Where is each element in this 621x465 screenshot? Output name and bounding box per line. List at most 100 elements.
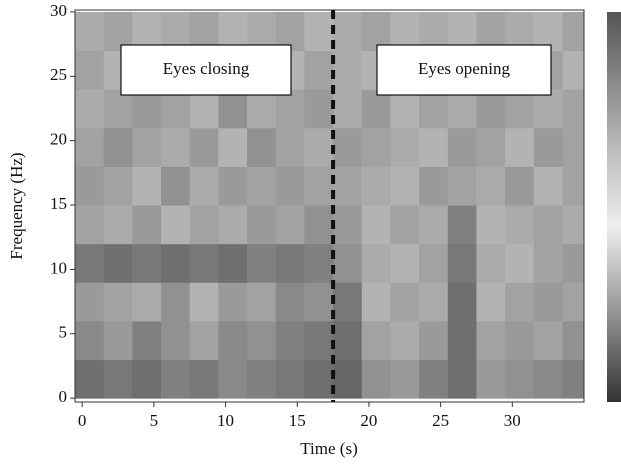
heatmap-cell: [103, 320, 133, 361]
heatmap-cell: [304, 205, 334, 245]
heatmap-cell: [419, 282, 449, 322]
heatmap-cell: [103, 243, 133, 283]
heatmap-cell: [361, 282, 391, 322]
heatmap-cell: [361, 359, 391, 399]
heatmap-cell: [218, 359, 248, 399]
heatmap-cell: [533, 282, 563, 322]
heatmap-cell: [132, 282, 162, 322]
heatmap-cell: [189, 166, 219, 206]
heatmap-cell: [189, 282, 219, 322]
heatmap-cell: [304, 50, 334, 90]
x-tick-label: 20: [360, 411, 377, 430]
heatmap-cell: [361, 243, 391, 283]
heatmap-cell: [361, 89, 391, 129]
heatmap-cell: [447, 166, 477, 206]
annotation: Eyes opening: [418, 59, 511, 78]
heatmap-cell: [247, 89, 277, 129]
heatmap-cell: [75, 89, 105, 129]
heatmap-cell: [447, 89, 477, 129]
heatmap-cell: [304, 11, 334, 52]
heatmap-cell: [390, 282, 420, 322]
heatmap-cell: [476, 320, 506, 361]
heatmap-cell: [333, 320, 363, 361]
heatmap-cell: [476, 166, 506, 206]
heatmap-cell: [562, 127, 584, 167]
heatmap-cell: [161, 166, 191, 206]
heatmap-cell: [247, 127, 277, 167]
heatmap-cell: [304, 359, 334, 399]
heatmap-cell: [476, 359, 506, 399]
y-axis-label: Frequency (Hz): [7, 152, 26, 259]
heatmap-cell: [533, 359, 563, 399]
heatmap-cell: [447, 243, 477, 283]
heatmap-cell: [247, 243, 277, 283]
heatmap-cell: [304, 89, 334, 129]
heatmap-cell: [275, 127, 305, 167]
heatmap-cell: [333, 11, 363, 52]
y-tick-label: 30: [50, 1, 67, 20]
heatmap-cell: [505, 359, 535, 399]
heatmap-cell: [161, 89, 191, 129]
heatmap-cell: [218, 89, 248, 129]
heatmap-cell: [390, 127, 420, 167]
heatmap-cell: [333, 359, 363, 399]
y-tick-label: 10: [50, 258, 67, 277]
heatmap-cell: [75, 205, 105, 245]
heatmap-cell: [247, 282, 277, 322]
heatmap-cell: [247, 205, 277, 245]
heatmap-cell: [333, 205, 363, 245]
heatmap-cell: [505, 282, 535, 322]
heatmap-cell: [390, 89, 420, 129]
heatmap-cell: [505, 166, 535, 206]
heatmap-cell: [132, 320, 162, 361]
annotation-box: [376, 44, 552, 96]
heatmap-cell: [562, 89, 584, 129]
heatmap-cell: [562, 359, 584, 399]
heatmap-cell: [103, 166, 133, 206]
heatmap-cell: [132, 127, 162, 167]
heatmap-cell: [562, 320, 584, 361]
heatmap-cell: [189, 359, 219, 399]
heatmap-cell: [132, 166, 162, 206]
heatmap-cell: [533, 127, 563, 167]
heatmap-cell: [533, 166, 563, 206]
heatmap-cell: [505, 243, 535, 283]
heatmap-cell: [218, 243, 248, 283]
heatmap-cell: [103, 127, 133, 167]
heatmap-cell: [333, 50, 363, 90]
x-tick-label: 25: [432, 411, 449, 430]
heatmap-cell: [161, 320, 191, 361]
heatmap-cell: [189, 243, 219, 283]
heatmap-cell: [476, 205, 506, 245]
heatmap-cell: [132, 89, 162, 129]
heatmap-cell: [161, 127, 191, 167]
heatmap-cell: [419, 320, 449, 361]
heatmap-cell: [390, 166, 420, 206]
heatmap-cell: [361, 320, 391, 361]
heatmap-cell: [132, 205, 162, 245]
heatmap-cell: [247, 359, 277, 399]
heatmap-cell: [132, 359, 162, 399]
heatmap-cell: [247, 320, 277, 361]
heatmap-cell: [161, 243, 191, 283]
heatmap-cell: [247, 166, 277, 206]
heatmap-cell: [419, 243, 449, 283]
heatmap-cell: [390, 320, 420, 361]
y-tick-label: 20: [50, 130, 67, 149]
heatmap-cell: [333, 166, 363, 206]
heatmap-cell: [562, 282, 584, 322]
heatmap-cell: [562, 166, 584, 206]
y-tick-label: 15: [50, 194, 67, 213]
heatmap-cell: [189, 89, 219, 129]
heatmap-cell: [304, 243, 334, 283]
heatmap-cell: [304, 282, 334, 322]
heatmap-cell: [562, 243, 584, 283]
heatmap-cell: [218, 127, 248, 167]
heatmap-cell: [103, 205, 133, 245]
heatmap-cell: [390, 243, 420, 283]
heatmap-cell: [361, 166, 391, 206]
heatmap-cell: [476, 282, 506, 322]
heatmap-cell: [419, 166, 449, 206]
annotation-box: [120, 44, 292, 96]
